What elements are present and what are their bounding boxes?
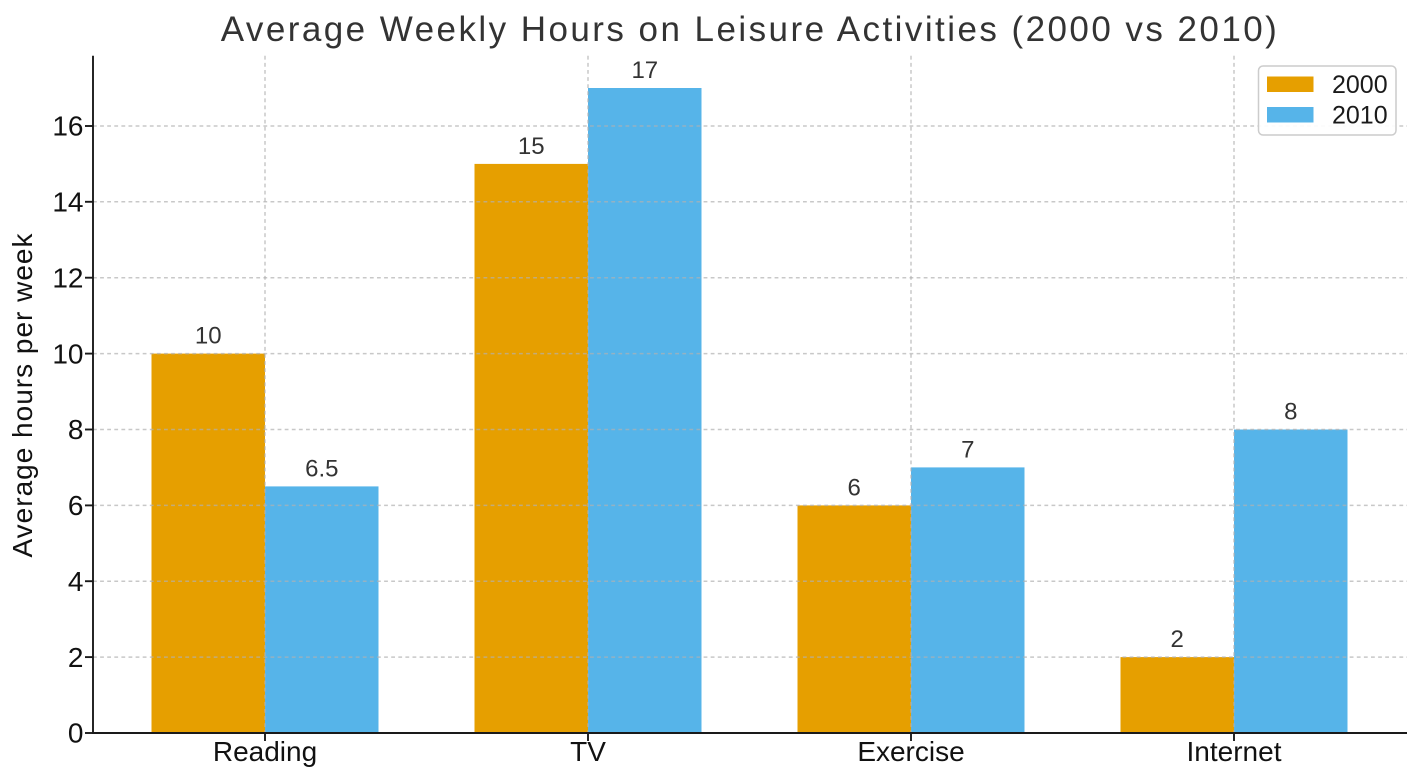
svg-text:14: 14: [52, 187, 83, 218]
svg-text:2: 2: [1171, 626, 1184, 653]
svg-text:6: 6: [848, 474, 861, 501]
svg-text:4: 4: [68, 566, 84, 597]
svg-text:0: 0: [68, 718, 84, 749]
svg-text:Exercise: Exercise: [857, 736, 964, 767]
svg-text:6: 6: [68, 490, 84, 521]
svg-text:16: 16: [52, 111, 83, 142]
svg-text:2000: 2000: [1332, 71, 1388, 99]
svg-text:8: 8: [68, 414, 84, 445]
svg-text:TV: TV: [570, 736, 606, 767]
svg-text:Reading: Reading: [213, 736, 317, 767]
svg-text:12: 12: [52, 262, 83, 293]
svg-text:10: 10: [195, 323, 222, 350]
svg-text:Average hours per week: Average hours per week: [7, 233, 38, 558]
svg-text:17: 17: [631, 57, 658, 84]
svg-text:10: 10: [52, 338, 83, 369]
svg-text:6.5: 6.5: [305, 455, 338, 482]
svg-text:8: 8: [1284, 399, 1297, 426]
svg-text:15: 15: [518, 133, 545, 160]
svg-text:7: 7: [961, 436, 974, 463]
svg-text:Internet: Internet: [1187, 736, 1282, 767]
svg-text:2010: 2010: [1332, 101, 1388, 129]
svg-text:2: 2: [68, 642, 84, 673]
svg-text:Average Weekly Hours on Leisur: Average Weekly Hours on Leisure Activiti…: [221, 10, 1280, 49]
